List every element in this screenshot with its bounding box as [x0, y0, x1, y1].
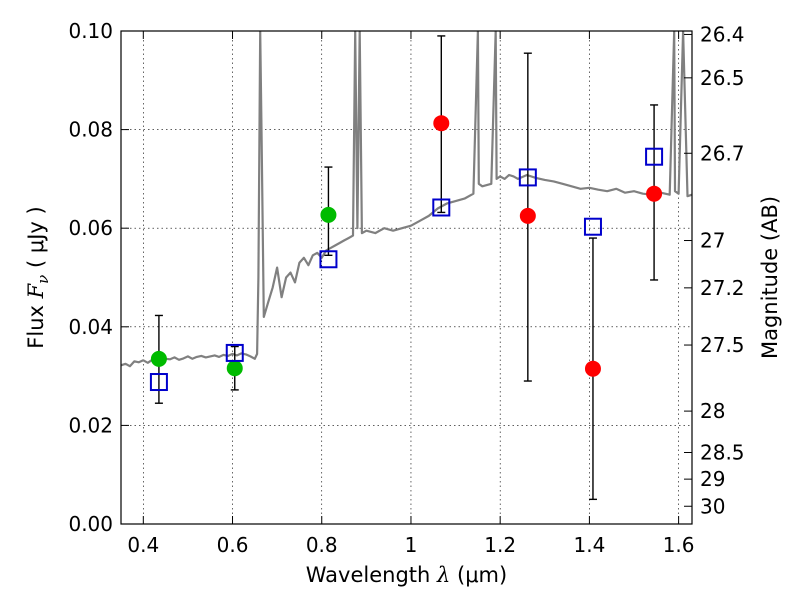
y-tick-label: 0.10 — [68, 19, 113, 43]
data-point — [226, 360, 243, 377]
model-point — [225, 343, 244, 362]
y-axis-label-symbol: F — [24, 282, 48, 299]
x-axis-label-prefix: Wavelength — [306, 563, 437, 587]
mag-tick-label: 28 — [700, 399, 725, 423]
data-point — [646, 185, 663, 202]
mag-tick-label: 26.5 — [700, 66, 745, 90]
model-point — [518, 168, 537, 187]
grid — [121, 30, 692, 525]
y-tick-label: 0.02 — [68, 413, 113, 437]
y-tick-label: 0.08 — [68, 118, 113, 142]
model-point — [583, 217, 602, 236]
data-point — [150, 350, 167, 367]
y-axis-label: Flux Fν ( μJy ) — [24, 206, 52, 348]
y-axis-label-suffix: ( μJy ) — [24, 206, 48, 274]
y-tick-label: 0.04 — [68, 315, 113, 339]
mag-tick-label: 26.4 — [700, 22, 745, 46]
x-tick-label: 0.4 — [127, 533, 159, 557]
y-tick-label: 0.00 — [68, 512, 113, 536]
x-axis-label: Wavelength λ (μm) — [306, 563, 507, 587]
mag-tick-label: 27.5 — [700, 333, 745, 357]
mag-tick-label: 28.5 — [700, 441, 745, 465]
right-axis-label: Magnitude (AB) — [758, 196, 782, 359]
x-tick-label: 1.2 — [484, 533, 516, 557]
axes: 0.4 0.6 0.8 1 1.2 1.4 1.6 0.00 0.02 0.04 0.06 0.08 0… — [68, 19, 744, 557]
data-point — [519, 207, 536, 224]
x-tick-label: 1.4 — [573, 533, 605, 557]
x-tick-label: 0.8 — [306, 533, 338, 557]
x-tick-label: 1.6 — [663, 533, 695, 557]
x-axis-label-symbol: λ — [436, 563, 450, 587]
model-point — [319, 250, 338, 269]
spectrum-line — [121, 31, 692, 368]
y-tick-label: 0.06 — [68, 216, 113, 240]
x-tick-label: 1 — [405, 533, 418, 557]
mag-tick-label: 27.2 — [700, 276, 745, 300]
mag-tick-label: 26.7 — [700, 141, 745, 165]
x-axis-label-suffix: (μm) — [450, 563, 507, 587]
data-point — [584, 360, 601, 377]
mag-tick-label: 27 — [700, 229, 725, 253]
model-point — [432, 198, 451, 217]
y-axis-label-subscript: ν — [34, 275, 52, 284]
x-tick-label: 0.6 — [217, 533, 249, 557]
y-axis-label-prefix: Flux — [24, 298, 48, 348]
markers — [149, 35, 664, 501]
data-point — [320, 206, 337, 223]
plot-area — [121, 31, 692, 368]
model-point — [645, 147, 664, 166]
model-point — [149, 373, 168, 392]
plot-frame — [120, 30, 693, 525]
data-point — [433, 115, 450, 132]
mag-tick-label: 29 — [700, 467, 725, 491]
labels: Wavelength λ (μm) Flux Fν ( μJy ) Magnit… — [24, 196, 782, 587]
mag-tick-label: 30 — [700, 494, 725, 518]
